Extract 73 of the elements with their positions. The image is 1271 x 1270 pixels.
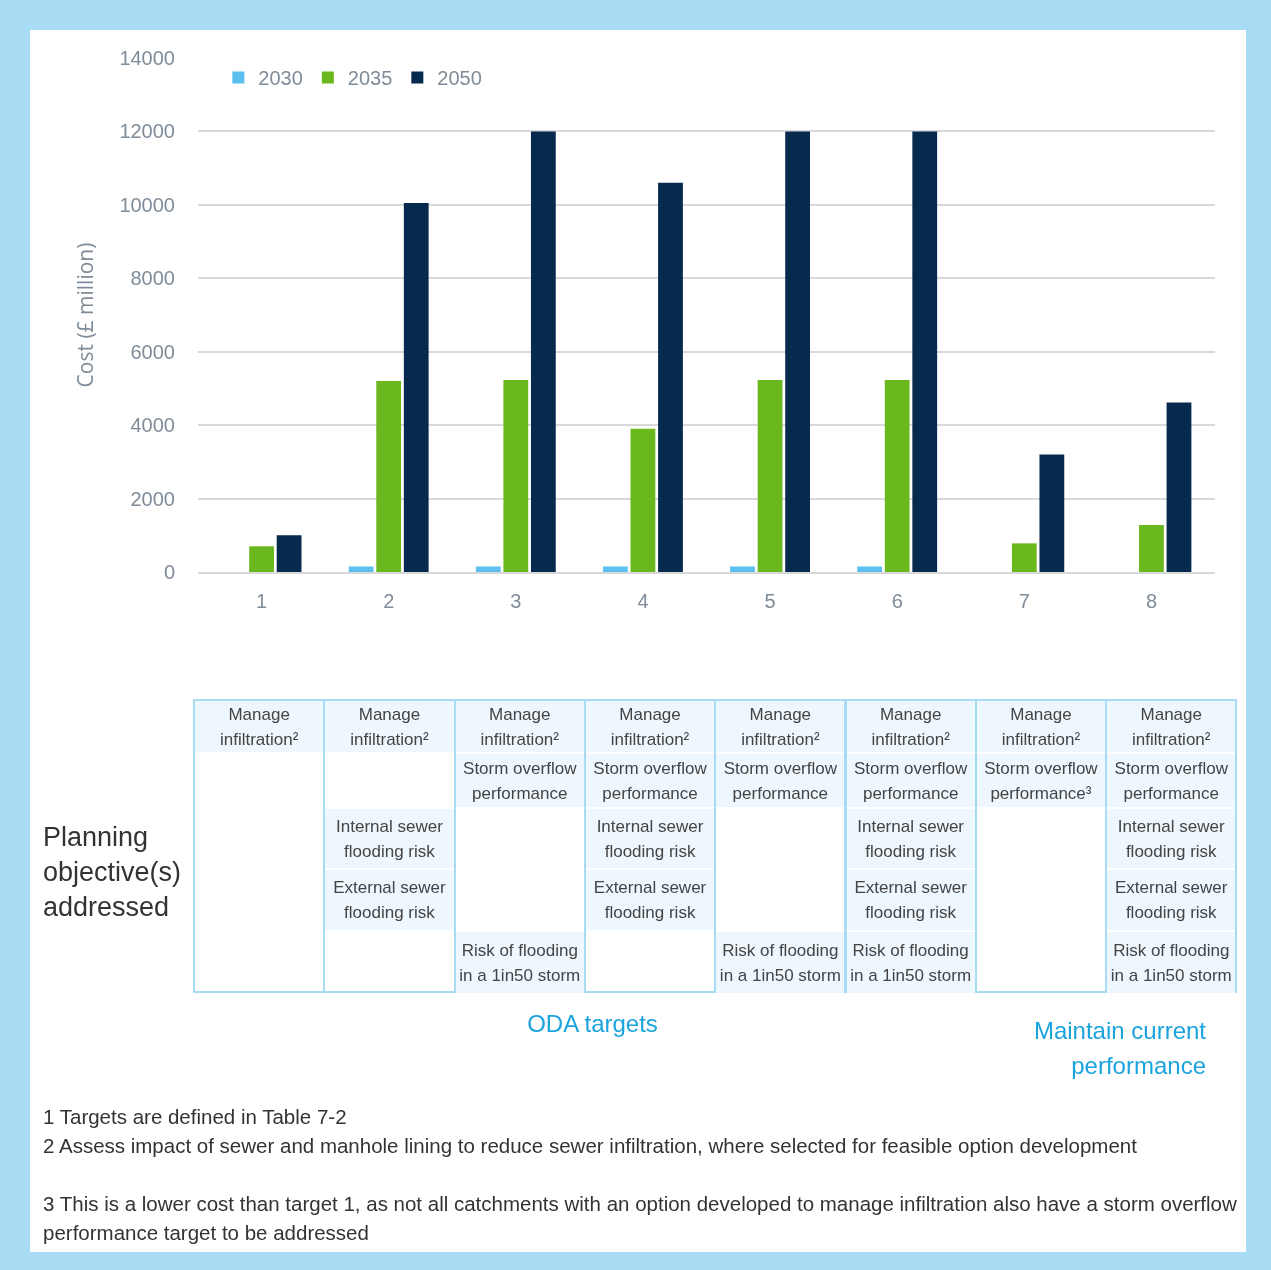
text: External sewer flooding risk [1114, 877, 1229, 924]
text: Planning objective(s) addressed [43, 821, 183, 924]
bar [730, 566, 755, 572]
bar [1139, 525, 1164, 572]
x-tick-label: 5 [764, 590, 776, 612]
text: Internal sewer flooding risk [595, 815, 705, 863]
legend-label: 2035 [347, 67, 393, 90]
bar [376, 381, 402, 572]
bar [403, 203, 429, 572]
text: Manage infiltration² [718, 701, 843, 752]
text: Manage infiltration² [587, 701, 713, 752]
text: Risk of flooding in a 1in50 storm [849, 939, 973, 987]
bar [603, 566, 628, 572]
x-tick-label: 3 [510, 590, 522, 612]
y-tick-label: 4000 [130, 414, 175, 437]
text: 1 Targets are defined in Table 7-2 [43, 1104, 348, 1130]
text: Storm overflow performance³ [978, 755, 1104, 806]
text: Internal sewer flooding risk [1116, 815, 1226, 863]
text: Manage infiltration² [457, 701, 582, 752]
bar [1166, 402, 1192, 572]
bar [658, 182, 683, 572]
text: Storm overflow performance [848, 755, 973, 806]
legend-label: 2050 [437, 67, 482, 90]
text: Manage infiltration² [978, 701, 1104, 752]
text: External sewer flooding risk [853, 877, 968, 924]
bar [249, 546, 274, 572]
x-tick-label: 1 [256, 590, 268, 612]
text: External sewer flooding risk [332, 877, 447, 924]
text: Storm overflow performance [457, 755, 582, 806]
text: 2 Assess impact of sewer and manhole lining to reduce sewer infiltration, where selected for feasible option development [43, 1133, 1138, 1159]
text: Maintain current performance [1032, 1016, 1206, 1081]
bar [530, 131, 556, 572]
text: ODA targets [526, 1010, 659, 1038]
text: Internal sewer flooding risk [856, 815, 966, 863]
x-tick-label: 7 [1018, 590, 1030, 612]
text: Storm overflow performance [718, 755, 843, 806]
text: Manage infiltration² [1109, 701, 1234, 752]
text: Manage infiltration² [848, 701, 973, 752]
y-tick-label: 6000 [130, 340, 175, 363]
text: External sewer flooding risk [592, 877, 708, 924]
text: Risk of flooding in a 1in50 storm [1109, 939, 1233, 987]
bar [630, 428, 656, 572]
text: Risk of flooding in a 1in50 storm [718, 939, 842, 987]
bar [276, 535, 302, 572]
x-tick-label: 6 [891, 590, 903, 612]
bar [884, 379, 910, 572]
text: Manage infiltration² [327, 701, 452, 752]
x-tick-label: 2 [383, 590, 395, 612]
text: Storm overflow performance [1109, 755, 1234, 806]
bar [912, 131, 938, 572]
y-tick-label: 10000 [119, 193, 175, 216]
bar [857, 566, 883, 572]
text: Storm overflow performance [587, 755, 713, 806]
y-tick-label: 8000 [130, 267, 175, 290]
text: Internal sewer flooding risk [335, 815, 444, 863]
bar [757, 379, 783, 572]
y-tick-label: 0 [163, 561, 175, 583]
bar [475, 566, 501, 572]
y-tick-label: 2000 [130, 487, 175, 510]
bar [1011, 543, 1037, 572]
bar [503, 379, 529, 572]
text: Manage infiltration² [197, 701, 322, 752]
bar [785, 131, 810, 572]
y-tick-label: 14000 [119, 47, 175, 69]
y-axis-title: Cost (£ million) [70, 242, 99, 388]
y-tick-label: 12000 [119, 120, 175, 143]
text: 3 This is a lower cost than target 1, as not all catchments with an option developed to manage infiltration also have a storm overflow performance target to be addressed [43, 1191, 1238, 1246]
bar [1039, 454, 1065, 572]
x-tick-label: 8 [1145, 590, 1157, 612]
bar [348, 566, 374, 572]
x-tick-label: 4 [637, 590, 649, 612]
text: Risk of flooding in a 1in50 storm [458, 939, 582, 987]
legend-label: 2030 [258, 67, 303, 90]
